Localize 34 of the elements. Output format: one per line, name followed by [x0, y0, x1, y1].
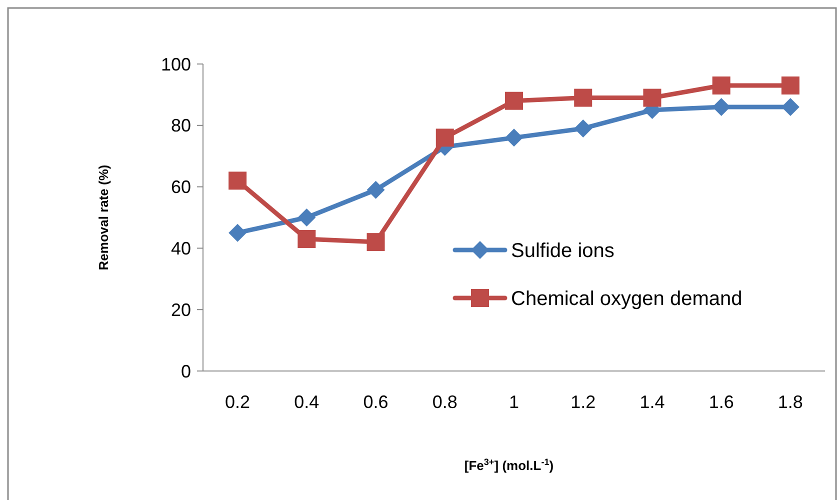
x-tick-label: 0.8: [432, 392, 458, 412]
x-tick-label: 1.4: [640, 392, 665, 412]
y-tick-label: 60: [170, 177, 191, 198]
legend-label: Sulfide ions: [511, 240, 614, 262]
point: [712, 98, 730, 116]
point: [505, 92, 523, 110]
point: [298, 208, 316, 226]
point: [574, 88, 592, 107]
legend-label: Chemical oxygen demand: [511, 288, 742, 310]
y-tick-label: 20: [170, 300, 191, 320]
x-tick-label: 1.8: [778, 392, 803, 412]
point: [643, 88, 662, 107]
y-tick-label: 40: [170, 238, 191, 258]
point: [366, 180, 385, 199]
x-tick-label: 0.2: [225, 392, 250, 412]
x-tick-label: 0.4: [294, 392, 320, 412]
point: [781, 76, 800, 94]
x-tick-label: 1.2: [570, 392, 596, 412]
point: [298, 230, 316, 248]
y-tick-label: 80: [170, 116, 191, 136]
point: [712, 76, 730, 94]
y-axis-title: Removal rate (%): [96, 164, 111, 270]
x-tick-label: 1: [508, 392, 520, 412]
x-axis-title: [Fe$^{3+}$] (mol.L$^{-1}$): [464, 457, 554, 473]
point: [574, 119, 592, 138]
point: [505, 128, 523, 147]
point: [228, 224, 247, 242]
x-tick-label: 0.6: [363, 392, 388, 412]
y-tick-label: 0: [180, 361, 191, 382]
point: [228, 172, 247, 190]
point: [436, 128, 454, 147]
point: [366, 233, 385, 252]
x-tick-label: 1.6: [708, 392, 734, 412]
y-tick-label: 100: [160, 54, 191, 74]
